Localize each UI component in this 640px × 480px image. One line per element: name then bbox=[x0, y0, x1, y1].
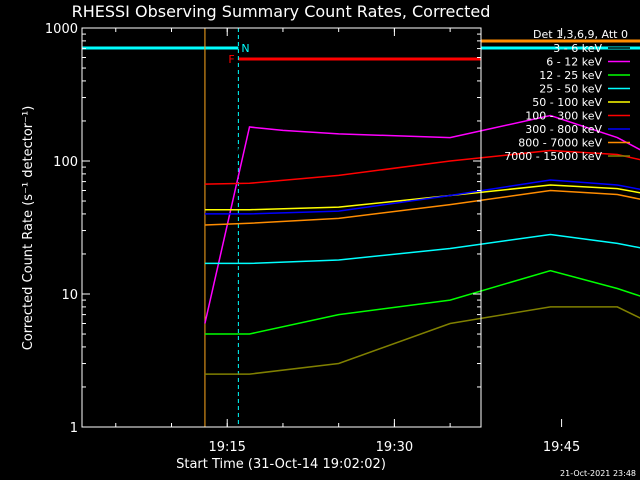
legend-label: 7000 - 15000 keV bbox=[504, 150, 602, 163]
legend-label: 25 - 50 keV bbox=[539, 83, 602, 96]
series-line bbox=[204, 269, 640, 335]
legend-label: 100 - 300 keV bbox=[525, 110, 602, 123]
y-axis-ticks: 1 10 100 1000 bbox=[45, 22, 481, 436]
y-tick-label: 100 bbox=[53, 155, 78, 170]
x-axis-label: Start Time (31-Oct-14 19:02:02) bbox=[176, 457, 386, 472]
legend-label: 6 - 12 keV bbox=[546, 56, 602, 69]
series-line bbox=[204, 189, 640, 226]
series-line bbox=[204, 233, 640, 265]
legend-label: 800 - 7000 keV bbox=[518, 137, 602, 150]
flag-label: F bbox=[228, 53, 234, 66]
series-line bbox=[204, 179, 640, 215]
flag-label: N bbox=[241, 42, 249, 55]
footer-date: 21-Oct-2021 23:48 bbox=[560, 469, 636, 478]
series-lines bbox=[204, 105, 640, 375]
x-tick-label: 19:15 bbox=[208, 440, 245, 455]
series-line bbox=[204, 184, 640, 211]
legend-header: Det 1,3,6,9, Att 0 bbox=[533, 28, 628, 41]
attenuator-state-lines bbox=[204, 28, 239, 427]
legend-label: 3 - 6 keV bbox=[553, 42, 602, 55]
x-tick-label: 19:30 bbox=[376, 440, 413, 455]
series-line bbox=[204, 149, 640, 185]
series-line bbox=[226, 105, 640, 191]
observing-flags: NNFS bbox=[82, 39, 640, 66]
y-tick-label: 1000 bbox=[45, 22, 78, 37]
y-tick-label: 1 bbox=[70, 421, 78, 436]
series-line bbox=[204, 114, 640, 324]
series-line bbox=[204, 306, 640, 375]
legend-label: 300 - 800 keV bbox=[525, 123, 602, 136]
y-axis-label: Corrected Count Rate (s⁻¹ detector⁻¹) bbox=[21, 106, 36, 351]
y-tick-label: 10 bbox=[61, 288, 78, 303]
legend-label: 12 - 25 keV bbox=[539, 69, 602, 82]
chart-title: RHESSI Observing Summary Count Rates, Co… bbox=[72, 2, 491, 21]
plot-frame bbox=[81, 27, 482, 428]
legend-label: 50 - 100 keV bbox=[532, 96, 602, 109]
x-tick-label: 19:45 bbox=[543, 440, 580, 455]
